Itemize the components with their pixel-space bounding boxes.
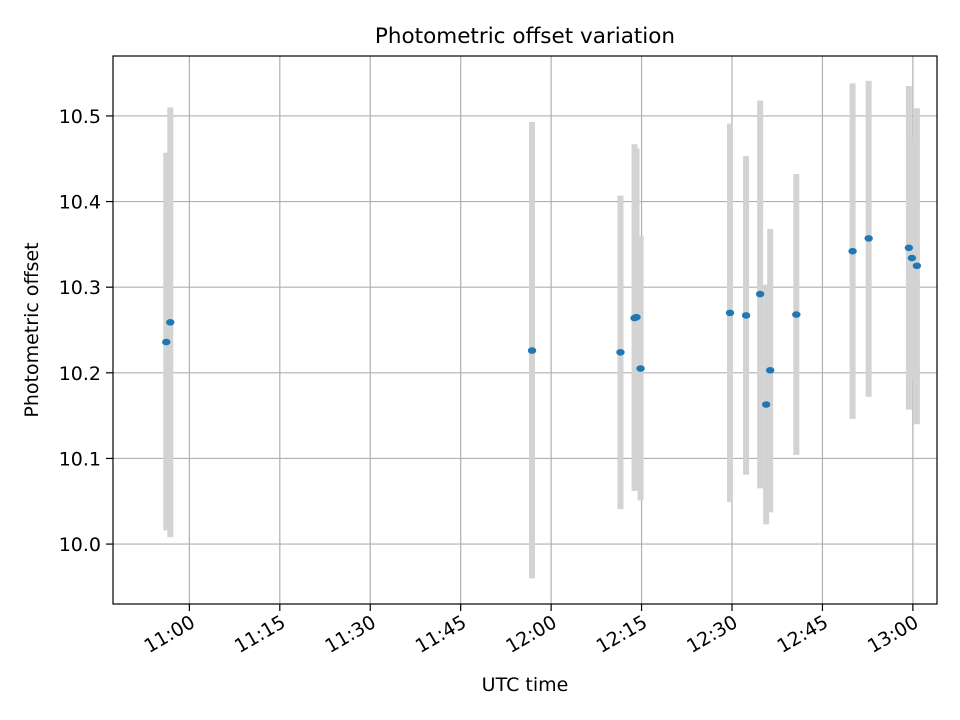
y-tick-label: 10.4: [59, 192, 101, 214]
data-point: [636, 365, 645, 372]
data-point: [162, 338, 171, 346]
y-tick-label: 10.1: [59, 448, 101, 470]
data-point: [741, 312, 751, 319]
plot-frame: [112, 55, 938, 605]
data-point: [864, 235, 873, 242]
data-point: [527, 347, 537, 354]
data-point: [904, 244, 914, 252]
data-point: [907, 254, 917, 262]
data-point: [761, 401, 771, 408]
data-point: [725, 309, 735, 317]
data-point: [755, 290, 765, 298]
y-axis-label: Photometric offset: [21, 242, 43, 417]
y-tick-label: 10.5: [59, 106, 101, 128]
y-tick-label: 10.2: [59, 363, 101, 385]
x-axis-label: UTC time: [482, 674, 569, 696]
data-point: [765, 366, 775, 374]
y-tick-label: 10.0: [59, 534, 101, 556]
data-point: [792, 311, 801, 318]
y-tick-label: 10.3: [59, 277, 101, 299]
data-points: [162, 235, 922, 408]
chart-title: Photometric offset variation: [375, 24, 675, 49]
data-point: [632, 313, 641, 321]
data-point: [166, 318, 175, 326]
data-point: [848, 247, 857, 255]
data-point: [616, 348, 625, 356]
y-axis-ticks: 10.0 10.1 10.2 10.3 10.4 10.5: [59, 106, 113, 556]
data-point: [912, 262, 922, 270]
